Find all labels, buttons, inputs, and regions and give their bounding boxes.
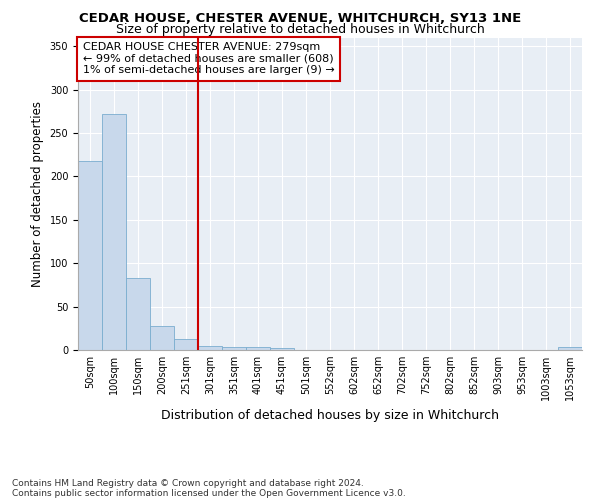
- Text: Contains HM Land Registry data © Crown copyright and database right 2024.: Contains HM Land Registry data © Crown c…: [12, 478, 364, 488]
- X-axis label: Distribution of detached houses by size in Whitchurch: Distribution of detached houses by size …: [161, 408, 499, 422]
- Bar: [222, 346, 246, 350]
- Bar: [174, 338, 198, 350]
- Text: CEDAR HOUSE CHESTER AVENUE: 279sqm
← 99% of detached houses are smaller (608)
1%: CEDAR HOUSE CHESTER AVENUE: 279sqm ← 99%…: [83, 42, 335, 76]
- Text: Contains public sector information licensed under the Open Government Licence v3: Contains public sector information licen…: [12, 488, 406, 498]
- Bar: [270, 348, 294, 350]
- Text: CEDAR HOUSE, CHESTER AVENUE, WHITCHURCH, SY13 1NE: CEDAR HOUSE, CHESTER AVENUE, WHITCHURCH,…: [79, 12, 521, 26]
- Bar: [558, 348, 582, 350]
- Bar: [198, 346, 222, 350]
- Y-axis label: Number of detached properties: Number of detached properties: [31, 101, 44, 287]
- Bar: [246, 346, 270, 350]
- Bar: [150, 326, 174, 350]
- Bar: [78, 161, 102, 350]
- Bar: [126, 278, 150, 350]
- Text: Size of property relative to detached houses in Whitchurch: Size of property relative to detached ho…: [116, 22, 484, 36]
- Bar: [102, 114, 126, 350]
